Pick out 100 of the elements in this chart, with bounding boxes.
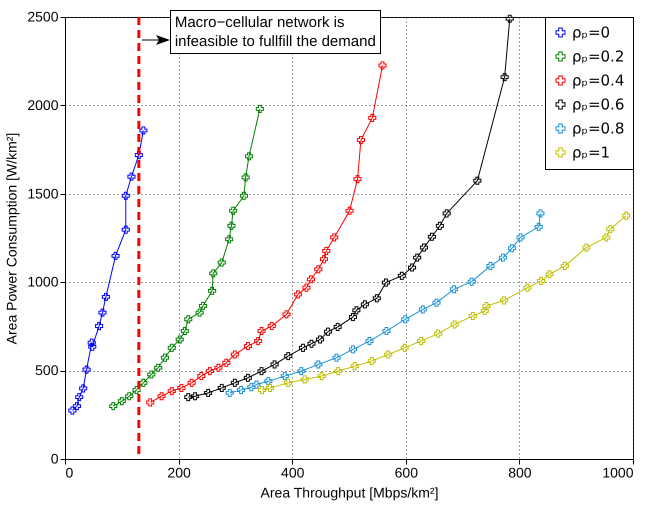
point <box>360 300 369 308</box>
point <box>536 209 544 218</box>
x-tick-label: 600 <box>394 464 418 480</box>
point <box>320 255 328 264</box>
point <box>184 393 192 402</box>
y-tick-label: 500 <box>35 362 59 378</box>
legend-label: ρₚ=0.4 <box>572 72 624 90</box>
point <box>334 322 342 331</box>
point <box>244 374 252 382</box>
point <box>256 104 264 113</box>
point <box>146 398 154 406</box>
point <box>417 337 426 346</box>
point <box>482 302 490 310</box>
point <box>180 326 189 336</box>
point <box>384 350 392 359</box>
point <box>314 265 322 274</box>
point <box>622 212 630 220</box>
point <box>191 392 200 400</box>
point <box>330 233 338 242</box>
point <box>314 360 322 368</box>
point <box>125 392 134 400</box>
legend-label: ρₚ=0 <box>572 24 610 42</box>
point <box>280 372 289 380</box>
point <box>229 206 238 215</box>
point <box>208 286 216 295</box>
point <box>177 384 186 392</box>
point <box>264 377 272 386</box>
legend-label: ρₚ=0.2 <box>572 48 624 66</box>
point <box>214 364 222 372</box>
y-tick-label: 0 <box>50 450 59 466</box>
point <box>516 233 525 242</box>
point <box>257 367 266 376</box>
point <box>434 330 442 338</box>
point <box>302 284 310 292</box>
annotation: Macro−cellular network is infeasible to fullfill the demand <box>170 10 381 54</box>
point <box>237 386 246 394</box>
y-tick-label: 1500 <box>27 185 59 202</box>
point <box>306 275 315 284</box>
point <box>480 306 489 316</box>
point <box>420 244 428 252</box>
point <box>282 310 291 318</box>
point <box>334 367 342 376</box>
legend-label: ρₚ=1 <box>572 144 610 162</box>
point <box>147 370 156 379</box>
point <box>506 14 514 23</box>
point <box>368 357 376 366</box>
point <box>222 358 230 367</box>
point <box>75 393 84 402</box>
point <box>168 387 176 396</box>
point <box>176 335 184 344</box>
point <box>352 306 360 314</box>
point <box>79 384 88 392</box>
point <box>244 342 252 350</box>
point <box>418 305 427 314</box>
point <box>226 388 234 397</box>
x-tick-label: 800 <box>508 464 532 480</box>
point <box>582 244 590 252</box>
point <box>184 315 192 324</box>
point <box>300 375 309 384</box>
y-tick-label: 2500 <box>27 8 59 24</box>
point <box>198 302 208 310</box>
point <box>168 344 176 352</box>
point <box>252 380 260 389</box>
point <box>368 114 376 122</box>
point <box>196 308 204 317</box>
point <box>322 246 330 255</box>
point <box>88 338 96 347</box>
point <box>158 392 166 400</box>
point <box>508 244 516 252</box>
y-tick-label: 2000 <box>27 96 59 113</box>
legend-label: ρₚ=0.6 <box>572 96 624 114</box>
point <box>127 172 136 181</box>
point <box>197 372 206 380</box>
point <box>88 342 96 351</box>
point <box>154 364 162 372</box>
point <box>122 192 130 200</box>
point <box>139 378 148 387</box>
point <box>258 386 266 394</box>
point <box>356 136 365 144</box>
y-axis-title: Area Power Consumption [W/km²] <box>3 132 20 344</box>
x-tick-label: 0 <box>66 464 74 480</box>
point <box>209 269 218 278</box>
point <box>500 296 508 304</box>
point <box>316 335 324 344</box>
point <box>225 235 234 244</box>
point <box>536 276 546 285</box>
point <box>98 308 107 317</box>
point <box>382 278 390 287</box>
point <box>353 175 362 184</box>
point <box>413 254 422 262</box>
point <box>118 397 126 406</box>
point <box>294 290 302 298</box>
point <box>428 232 436 241</box>
point <box>606 225 614 234</box>
x-axis-title: Area Throughput [Mbps/km²] <box>260 484 438 500</box>
point <box>257 326 266 336</box>
point <box>332 354 341 362</box>
point <box>268 322 276 330</box>
point <box>534 222 543 231</box>
point <box>372 294 381 302</box>
